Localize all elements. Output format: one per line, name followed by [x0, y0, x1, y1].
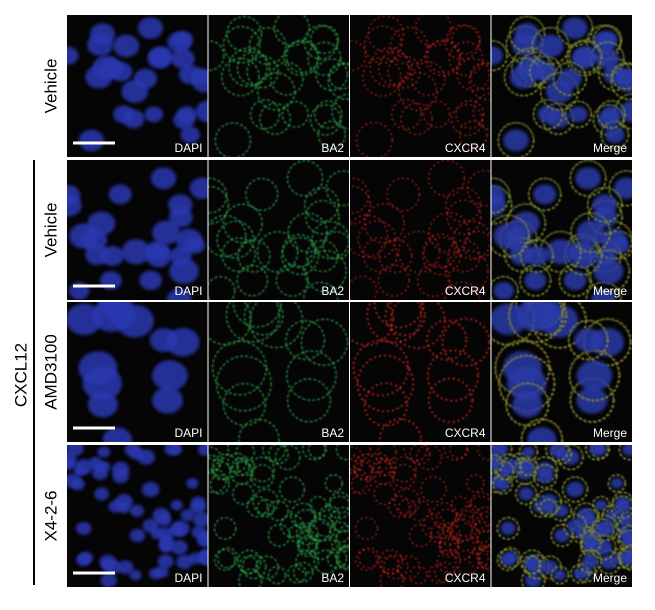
micrograph: [208, 15, 349, 157]
micrograph: [67, 160, 208, 300]
micrograph: [67, 302, 208, 442]
micrograph: [208, 160, 349, 300]
channel-label: CXCR4: [445, 571, 486, 585]
channel-label: DAPI: [174, 284, 202, 298]
channel-label: DAPI: [174, 141, 202, 155]
micrograph: [350, 445, 491, 587]
channel-label: BA2: [321, 426, 344, 440]
micrograph: [67, 445, 208, 587]
micrograph: [491, 445, 632, 587]
channel-label: CXCR4: [445, 284, 486, 298]
channel-label: Merge: [593, 284, 627, 298]
channel-label: Merge: [593, 141, 627, 155]
channel-label: CXCR4: [445, 426, 486, 440]
row-label: AMD3100: [41, 334, 60, 410]
micrograph: [350, 302, 491, 442]
group-label: CXCL12: [11, 343, 30, 407]
row-label: Vehicle: [41, 59, 60, 114]
channel-label: CXCR4: [445, 141, 486, 155]
micrograph: [491, 160, 632, 300]
channel-label: Merge: [593, 571, 627, 585]
micrograph: [350, 15, 491, 157]
channel-label: BA2: [321, 571, 344, 585]
micrograph: [208, 302, 349, 442]
channel-label: DAPI: [174, 571, 202, 585]
channel-label: BA2: [321, 141, 344, 155]
micrograph: [491, 15, 632, 157]
micrograph: [491, 302, 632, 442]
channel-label: DAPI: [174, 426, 202, 440]
channel-label: Merge: [593, 426, 627, 440]
micrograph: [350, 160, 491, 300]
micrograph: [208, 445, 349, 587]
row-label: Vehicle: [41, 203, 60, 258]
channel-label: BA2: [321, 284, 344, 298]
micrograph: [67, 15, 208, 157]
row-label: X4-2-6: [41, 490, 60, 541]
